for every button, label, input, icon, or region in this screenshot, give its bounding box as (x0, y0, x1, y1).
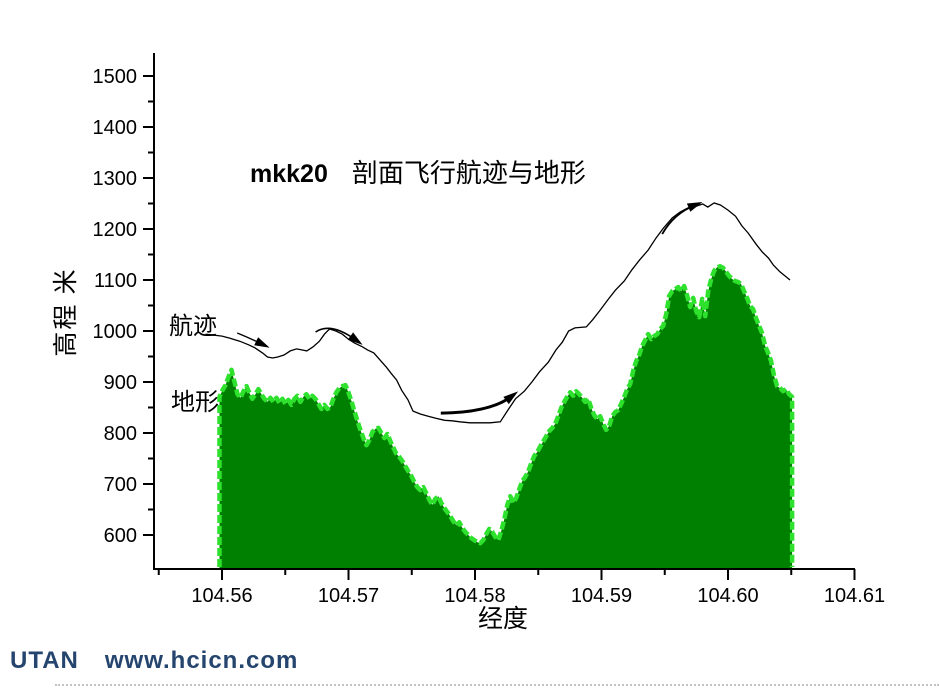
series-label-terrain: 地形 (171, 390, 219, 416)
terrain-area (219, 266, 793, 569)
y-tick-label: 1000 (93, 321, 138, 343)
track-arrowhead (503, 391, 519, 405)
y-axis-title: 高程 米 (53, 267, 80, 357)
y-tick-label: 800 (104, 423, 137, 445)
y-tick-label: 1200 (93, 219, 138, 241)
track-arrowhead (686, 202, 703, 212)
track-arrowhead (254, 337, 270, 348)
window-bottom-edge (55, 684, 939, 686)
terrain-edge-highlight (217, 263, 795, 567)
x-axis-title: 经度 (478, 606, 529, 633)
watermark-url: www.hcicn.com (104, 647, 299, 674)
chart-title-main: 剖面飞行航迹与地形 (351, 159, 586, 188)
x-tick-label: 104.57 (318, 585, 379, 607)
x-tick-label: 104.59 (571, 585, 632, 607)
watermark: UTAN www.hcicn.com (10, 647, 298, 675)
track-arrow-shaft (440, 395, 513, 415)
y-tick-label: 900 (104, 372, 137, 394)
y-tick-label: 1300 (93, 168, 138, 190)
x-tick-label: 104.60 (697, 585, 758, 607)
x-tick-label: 104.61 (824, 585, 885, 607)
axis-lines (153, 53, 855, 570)
watermark-brand: UTAN (10, 647, 79, 674)
y-tick-label: 700 (104, 474, 137, 496)
chart-title-prefix: mkk20 (250, 160, 328, 188)
series-label-track: 航迹 (169, 314, 217, 340)
chart-title: mkk20 剖面飞行航迹与地形 (250, 153, 586, 190)
y-tick-label: 1100 (94, 270, 137, 292)
y-tick-label: 600 (104, 525, 137, 547)
x-tick-label: 104.58 (444, 585, 505, 607)
track-arrowhead (347, 332, 363, 345)
flight-track-line (205, 202, 791, 424)
x-tick-label: 104.56 (191, 585, 252, 607)
y-tick-label: 1500 (93, 66, 138, 88)
y-tick-label: 1400 (93, 117, 138, 139)
